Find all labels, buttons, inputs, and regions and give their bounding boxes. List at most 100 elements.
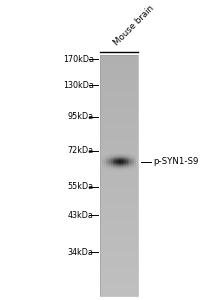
Bar bbox=[104, 154, 106, 155]
Bar bbox=[119, 165, 121, 166]
Bar bbox=[106, 154, 108, 155]
Bar bbox=[104, 158, 106, 159]
Bar bbox=[123, 157, 125, 158]
Bar bbox=[133, 154, 135, 155]
Bar bbox=[131, 168, 133, 169]
Bar bbox=[114, 156, 116, 157]
Text: 43kDa: 43kDa bbox=[68, 211, 94, 220]
Bar bbox=[134, 159, 136, 160]
Bar bbox=[119, 162, 121, 163]
Bar bbox=[109, 170, 111, 171]
Bar bbox=[124, 157, 126, 158]
Bar bbox=[121, 165, 123, 166]
Bar bbox=[104, 167, 106, 168]
Bar bbox=[104, 155, 106, 156]
Bar bbox=[130, 161, 131, 162]
Bar bbox=[100, 159, 138, 164]
Bar bbox=[112, 164, 114, 165]
Bar bbox=[104, 164, 106, 165]
Bar bbox=[130, 160, 131, 161]
Bar bbox=[123, 168, 125, 169]
Bar bbox=[116, 154, 118, 155]
Bar bbox=[111, 162, 113, 163]
Bar bbox=[102, 167, 104, 168]
Bar bbox=[109, 154, 111, 155]
Bar bbox=[100, 135, 138, 140]
Bar bbox=[130, 168, 131, 169]
Bar bbox=[116, 168, 118, 169]
Bar bbox=[126, 157, 128, 158]
Bar bbox=[111, 163, 113, 164]
Bar bbox=[104, 168, 106, 169]
Bar bbox=[112, 158, 114, 159]
Bar bbox=[100, 87, 138, 91]
Bar bbox=[114, 162, 116, 163]
Bar bbox=[118, 158, 119, 159]
Bar bbox=[123, 160, 125, 161]
Bar bbox=[106, 160, 108, 161]
Bar bbox=[114, 168, 116, 169]
Bar bbox=[116, 160, 118, 161]
Bar bbox=[100, 276, 138, 280]
Bar bbox=[121, 163, 123, 164]
Bar bbox=[109, 162, 111, 163]
Bar bbox=[128, 161, 130, 162]
Bar bbox=[121, 164, 123, 165]
Bar bbox=[128, 168, 130, 169]
Bar bbox=[112, 156, 114, 157]
Bar bbox=[109, 169, 111, 170]
Bar bbox=[118, 164, 119, 165]
Bar bbox=[131, 163, 133, 164]
Bar bbox=[104, 159, 106, 160]
Bar bbox=[119, 158, 121, 159]
Bar bbox=[112, 161, 114, 162]
Bar bbox=[130, 165, 131, 166]
Bar bbox=[128, 153, 130, 154]
Bar bbox=[123, 155, 125, 156]
Bar bbox=[100, 83, 138, 87]
Bar bbox=[112, 169, 114, 170]
Bar bbox=[121, 157, 123, 158]
Text: 55kDa: 55kDa bbox=[68, 182, 94, 191]
Bar bbox=[119, 159, 121, 160]
Bar bbox=[114, 158, 116, 159]
Bar bbox=[118, 167, 119, 168]
Bar bbox=[123, 164, 125, 165]
Bar bbox=[102, 168, 104, 169]
Bar bbox=[111, 166, 113, 167]
Bar bbox=[134, 158, 136, 159]
Bar bbox=[119, 161, 121, 162]
Bar bbox=[116, 163, 118, 164]
Bar bbox=[106, 157, 108, 158]
Bar bbox=[116, 164, 118, 165]
Bar bbox=[133, 162, 135, 163]
Bar bbox=[108, 158, 109, 159]
Bar bbox=[118, 157, 119, 158]
Bar bbox=[130, 157, 131, 158]
Bar bbox=[102, 161, 104, 162]
Bar bbox=[123, 170, 125, 171]
Bar bbox=[128, 163, 130, 164]
Bar bbox=[124, 154, 126, 155]
Bar bbox=[124, 165, 126, 166]
Bar bbox=[100, 212, 138, 216]
Bar bbox=[124, 162, 126, 163]
Bar bbox=[133, 169, 135, 170]
Bar bbox=[118, 160, 119, 161]
Bar bbox=[102, 154, 104, 155]
Bar bbox=[134, 156, 136, 157]
Bar bbox=[100, 256, 138, 260]
Bar bbox=[109, 155, 111, 156]
Bar bbox=[126, 170, 128, 171]
Bar bbox=[118, 156, 119, 157]
Bar bbox=[106, 159, 108, 160]
Bar bbox=[112, 166, 114, 167]
Bar bbox=[133, 167, 135, 168]
Bar bbox=[128, 156, 130, 157]
Bar bbox=[119, 167, 121, 168]
Bar bbox=[102, 160, 104, 161]
Bar bbox=[108, 162, 109, 163]
Bar bbox=[106, 165, 108, 166]
Bar bbox=[109, 153, 111, 154]
Bar bbox=[102, 164, 104, 165]
